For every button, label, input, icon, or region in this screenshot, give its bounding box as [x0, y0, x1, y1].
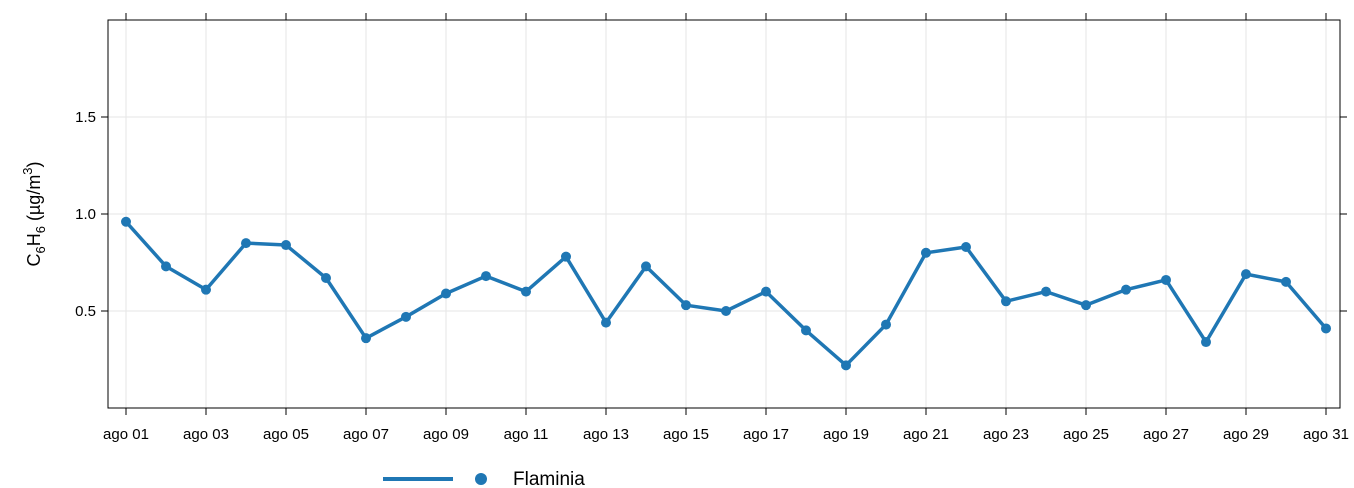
data-point — [521, 286, 531, 297]
x-tick-label: ago 01 — [103, 426, 149, 443]
x-tick-label: ago 11 — [504, 426, 549, 443]
x-tick-label: ago 19 — [823, 426, 869, 443]
x-tick-label: ago 13 — [583, 426, 629, 443]
data-point — [721, 306, 731, 316]
y-axis-label-part: (µg/m — [24, 175, 44, 226]
series-line-flaminia — [124, 220, 1328, 368]
legend: Flaminia — [383, 469, 585, 488]
x-tick-label: ago 31 — [1303, 426, 1349, 443]
data-point — [841, 360, 851, 371]
data-point — [281, 240, 291, 251]
data-point — [1081, 300, 1091, 311]
x-tick-label: ago 15 — [663, 426, 709, 443]
x-tick-label: ago 23 — [983, 426, 1029, 443]
data-point — [241, 238, 251, 249]
data-point — [601, 317, 611, 328]
data-point — [321, 273, 331, 284]
y-axis-label-part: ) — [24, 161, 44, 167]
data-point — [201, 284, 211, 295]
x-tick-label: ago 05 — [263, 426, 309, 443]
data-point — [761, 286, 771, 297]
x-tick-label: ago 27 — [1143, 426, 1189, 443]
y-tick-label: 0.5 — [75, 303, 96, 320]
data-point — [441, 288, 451, 299]
y-axis-label-part: 3 — [20, 167, 35, 174]
grid — [108, 20, 1340, 408]
x-tick-label: ago 29 — [1223, 426, 1269, 443]
y-axis-label-part: H — [24, 233, 44, 246]
y-axis-label-part: 6 — [33, 246, 48, 253]
x-tick-label: ago 17 — [743, 426, 789, 443]
x-tick-label: ago 03 — [183, 426, 229, 443]
y-axis-label: C6H6 (µg/m3) — [20, 161, 48, 266]
axis-ticks — [101, 13, 1347, 415]
x-tick-label: ago 07 — [343, 426, 389, 443]
data-point — [361, 333, 371, 344]
axis-labels: ago 01 ago 03 ago 05 ago 07 ago 09 ago 11 ago … — [75, 109, 1349, 443]
data-point — [641, 261, 651, 272]
data-point — [1161, 274, 1171, 285]
data-point — [401, 311, 411, 322]
data-point — [1041, 286, 1051, 297]
data-point — [561, 251, 571, 262]
legend-label-flaminia: Flaminia — [513, 469, 585, 488]
data-point — [1001, 296, 1011, 307]
data-point — [1281, 276, 1291, 287]
y-axis-label-part: 6 — [33, 226, 48, 233]
x-tick-label: ago 25 — [1063, 426, 1109, 443]
data-point — [961, 241, 971, 252]
y-tick-label: 1.5 — [75, 109, 96, 126]
data-point — [1241, 269, 1251, 280]
y-tick-label: 1.0 — [75, 206, 96, 223]
data-point — [1321, 323, 1331, 334]
data-point — [1201, 337, 1211, 348]
data-point — [681, 300, 691, 311]
data-point — [1121, 284, 1131, 295]
legend-swatch-marker — [475, 473, 487, 485]
y-axis-label-part: C — [24, 254, 44, 267]
data-point — [481, 271, 491, 282]
series — [121, 216, 1331, 371]
data-point — [921, 247, 931, 258]
data-point — [121, 216, 131, 227]
data-point — [161, 261, 171, 272]
data-point — [801, 325, 811, 336]
x-tick-label: ago 09 — [423, 426, 469, 443]
x-tick-label: ago 21 — [903, 426, 949, 443]
data-point — [881, 319, 891, 330]
